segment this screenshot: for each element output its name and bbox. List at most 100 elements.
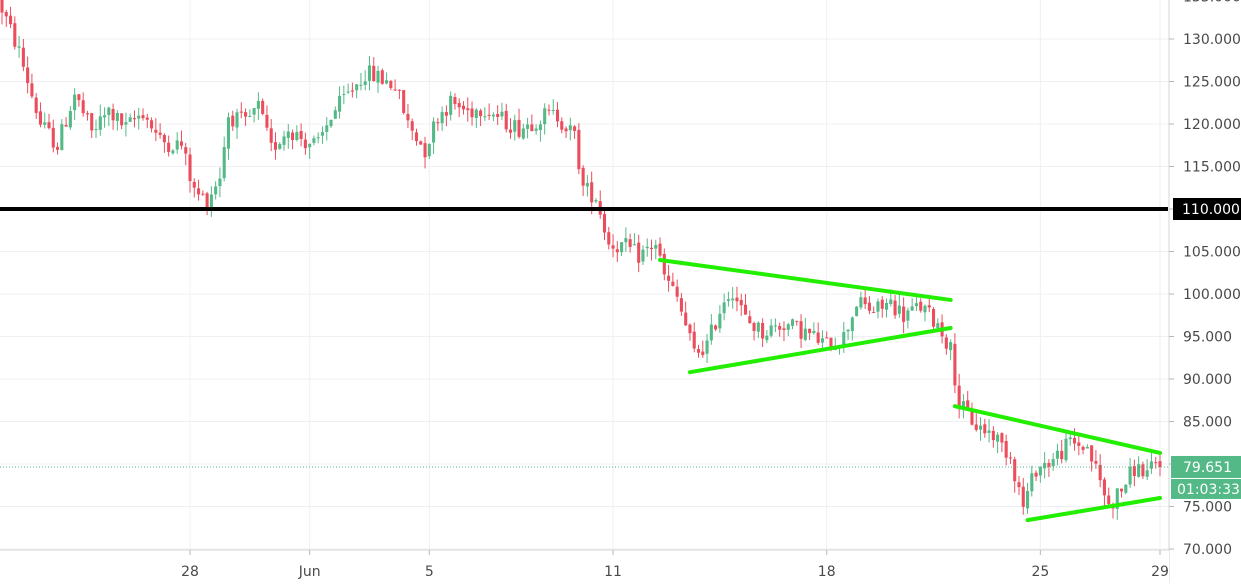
candle-body [752,323,756,331]
candle-body [628,239,632,247]
candle-body [188,154,192,182]
candle-body [1141,464,1145,477]
candle-body [77,94,81,101]
candle-body [624,238,628,243]
candle-body [145,117,149,120]
candle-body [679,298,683,312]
candle-body [34,97,38,113]
candle-body [551,110,555,112]
candle-body [1043,462,1047,469]
candle-body [218,178,222,187]
candle-body [43,122,47,125]
candle-body [906,310,910,321]
candle-body [436,122,440,124]
candle-body [739,300,743,306]
support-label: 110.000 [1182,202,1240,218]
triangle-1-upper-line [658,258,953,302]
candle-body [1145,470,1149,477]
candle-body [26,67,30,84]
candle-body [696,349,701,353]
candle-body [474,109,478,118]
countdown-label-box [1171,478,1241,499]
candle-body [461,105,466,110]
candle-body [162,134,166,143]
candle-body [855,306,859,317]
candle-body [1004,441,1008,458]
candle-body [560,121,564,130]
candle-body [1107,495,1111,505]
candle-body [457,103,461,108]
candle-body [684,312,688,326]
candle-body [1124,484,1128,493]
candle-body [547,109,551,111]
candle-body [1085,446,1089,449]
candle-body [1013,459,1017,482]
candle-body [56,146,60,150]
candle-body [910,306,914,311]
candle-body [479,110,483,117]
candle-body [402,90,406,113]
candle-body [231,115,235,127]
candle-body [872,311,876,313]
candle-body [594,200,598,202]
candle-body [944,337,948,349]
candle-body [269,128,273,143]
candle-body [645,246,649,249]
candle-body [235,112,239,128]
price-axis: 135.000 130.000 125.000 120.000 115.000 110.0… [1168,0,1241,583]
candle-body [120,113,124,126]
candle-body [1077,442,1081,446]
candle-body [692,331,696,349]
candle-body [829,337,833,350]
candle-body [658,243,662,256]
time-tick-label: 29 [1151,564,1169,580]
candle-body [128,117,132,122]
candle-body [389,80,393,89]
candle-body [649,247,654,250]
candle-body [107,107,111,116]
candle-body [949,342,953,351]
candle-body [81,100,85,114]
candle-body [98,116,102,130]
candle-body [406,113,410,121]
candle-body [239,111,243,113]
candle-body [1073,437,1077,444]
candle-body [397,89,401,91]
candle-body [961,401,965,408]
price-tick-label: 120.000 [1183,117,1241,133]
candle-body [252,108,256,115]
price-tick-label: 75.000 [1183,500,1232,516]
triangle-1-lower-line [687,326,953,375]
grid [0,0,1168,550]
candle-body [991,430,995,441]
candle-body [641,249,645,262]
candle-body [90,113,94,131]
candle-body [414,132,419,142]
candle-body [803,328,807,340]
candle-body [1102,479,1106,496]
candle-body [333,110,337,119]
price-tick-label: 70.000 [1183,542,1232,558]
candle-body [273,142,278,150]
candle-body [825,337,829,339]
candle-body [423,143,427,158]
candle-body [449,95,453,115]
candle-body [244,112,248,117]
candle-body [996,434,1000,442]
candle-body [342,94,346,96]
candle-body [632,244,636,246]
candle-body [1094,461,1098,464]
candle-body [1021,486,1025,507]
candle-body [778,326,782,330]
candle-body [820,338,824,343]
candle-body [282,136,286,145]
candle-body [278,144,282,149]
candle-body [705,340,709,354]
candle-body [1132,466,1136,477]
candle-body [248,115,252,117]
candle-body [419,141,423,145]
candle-body [17,46,21,48]
price-tick-label: 130.000 [1183,32,1241,48]
candle-body [85,113,89,115]
